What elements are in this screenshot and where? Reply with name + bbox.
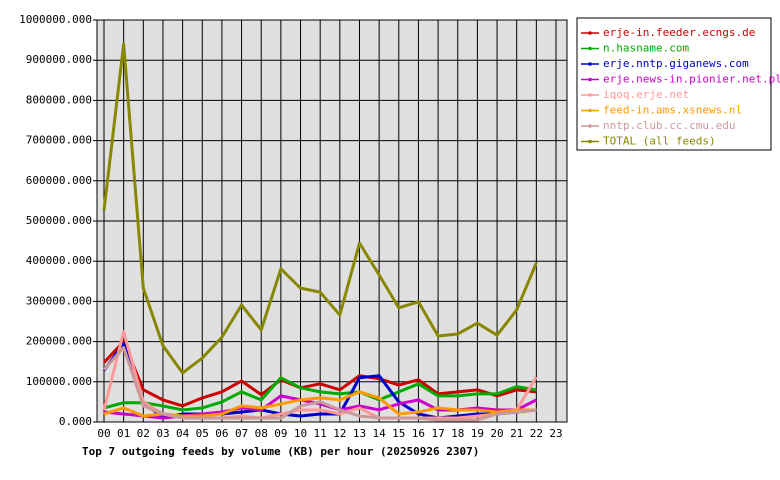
y-tick-label: 0.000 [59,415,92,428]
x-tick-label: 06 [215,427,228,440]
legend-dot [588,124,592,128]
x-tick-label: 11 [314,427,327,440]
legend-dot [588,62,592,66]
x-tick-label: 09 [274,427,287,440]
y-tick-label: 700000.000 [26,134,92,147]
x-tick-label: 08 [255,427,268,440]
x-tick-label: 19 [471,427,484,440]
series-line [103,376,537,412]
y-tick-label: 200000.000 [26,335,92,348]
legend-dot [588,77,592,82]
legend-dot [588,46,592,51]
legend-label: iqoq.erje.net [603,88,689,101]
x-tick-label: 05 [196,427,209,440]
y-tick-label: 900000.000 [26,53,92,66]
x-tick-label: 04 [176,427,190,440]
y-tick-label: 500000.000 [26,214,92,227]
y-tick-label: 300000.000 [26,294,92,307]
legend-label: TOTAL (all feeds) [603,135,716,148]
x-tick-label: 22 [530,427,543,440]
x-tick-label: 02 [137,427,150,440]
x-tick-label: 01 [117,427,130,440]
y-tick-label: 400000.000 [26,254,92,267]
x-tick-label: 14 [373,427,387,440]
series-line [102,346,537,422]
x-tick-label: 17 [431,427,444,440]
y-tick-label: 800000.000 [26,93,92,106]
legend-dot [588,93,592,97]
x-tick-label: 13 [353,427,366,440]
chart-title: Top 7 outgoing feeds by volume (KB) per … [82,445,479,458]
x-tick-label: 20 [490,427,503,440]
x-tick-label: 07 [235,427,248,440]
series-line [102,42,538,375]
legend-dot [588,108,592,113]
legend-label: feed-in.ams.xsnews.nl [603,104,742,117]
legend-box [576,17,772,151]
y-tick-label: 600000.000 [26,174,92,187]
series-line [102,340,537,408]
legend-dot [588,31,592,35]
x-tick-label: 18 [451,427,464,440]
x-tick-label: 16 [412,427,425,440]
legend-label: erje.news-in.pionier.net.pl [603,73,780,86]
x-tick-label: 12 [333,427,346,440]
x-tick-label: 00 [97,427,110,440]
x-tick-label: 21 [510,427,523,440]
x-tick-label: 15 [392,427,405,440]
x-tick-label: 10 [294,427,307,440]
x-tick-label: 03 [156,427,169,440]
x-tick-label: 23 [549,427,562,440]
y-tick-label: 1000000.000 [19,13,92,26]
legend-label: erje-in.feeder.ecngs.de [603,26,755,39]
legend-dot [588,139,592,144]
legend-label: nntp.club.cc.cmu.edu [603,119,735,132]
legend-label: n.hasname.com [603,42,689,55]
y-tick-label: 100000.000 [26,375,92,388]
legend-label: erje.nntp.giganews.com [603,57,749,70]
